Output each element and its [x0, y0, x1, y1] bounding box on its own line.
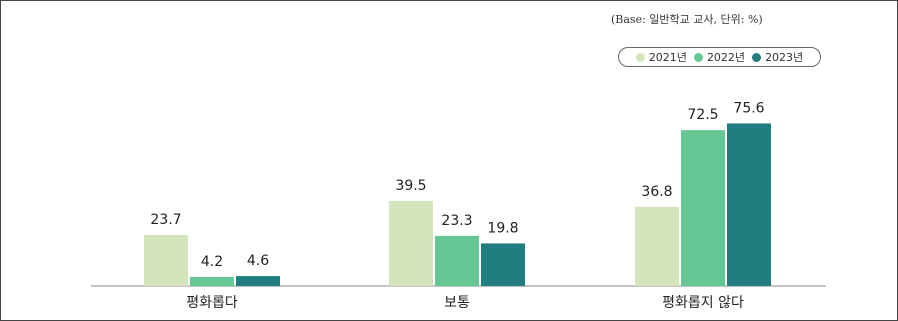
data-label-2-2: 23.3: [441, 213, 472, 229]
category-label-3: 평화롭지 않다: [662, 295, 744, 311]
legend-swatch-2023: [752, 52, 762, 62]
legend-item-2022: 2022년: [693, 49, 746, 65]
category-label-1: 평화롭다: [186, 295, 238, 311]
legend-item-2021: 2021년: [635, 49, 687, 65]
bar-1-1: [144, 235, 188, 286]
legend-label-2023: 2023년: [765, 51, 804, 64]
category-label-2: 보통: [444, 295, 470, 311]
data-label-1-2: 4.2: [201, 254, 223, 270]
legend-item-2023: 2023년: [752, 49, 803, 65]
data-label-2-3: 19.8: [487, 220, 518, 236]
data-label-3-1: 36.8: [641, 184, 672, 200]
data-label-2-1: 39.5: [395, 178, 426, 194]
legend: 2021년 2022년 2023년: [618, 47, 821, 67]
legend-label-2022: 2022년: [706, 51, 746, 64]
bar-3-1: [635, 206, 679, 286]
bar-3-2: [681, 130, 725, 286]
data-label-1-3: 4.6: [247, 253, 269, 269]
legend-label-2021: 2021년: [648, 51, 687, 64]
bar-3-3: [727, 123, 771, 287]
bar-2-2: [435, 235, 479, 286]
bar-2-1: [389, 201, 433, 286]
base-note: (Base: 일반학교 교사, 단위: %): [611, 13, 763, 26]
legend-swatch-2022: [693, 52, 703, 62]
bar-1-2: [190, 276, 234, 286]
legend-swatch-2021: [635, 52, 645, 62]
data-label-3-2: 72.5: [687, 107, 718, 123]
bar-2-3: [481, 243, 525, 286]
data-label-3-3: 75.6: [733, 100, 764, 116]
data-label-1-1: 23.7: [150, 212, 181, 228]
bar-1-3: [236, 276, 280, 286]
